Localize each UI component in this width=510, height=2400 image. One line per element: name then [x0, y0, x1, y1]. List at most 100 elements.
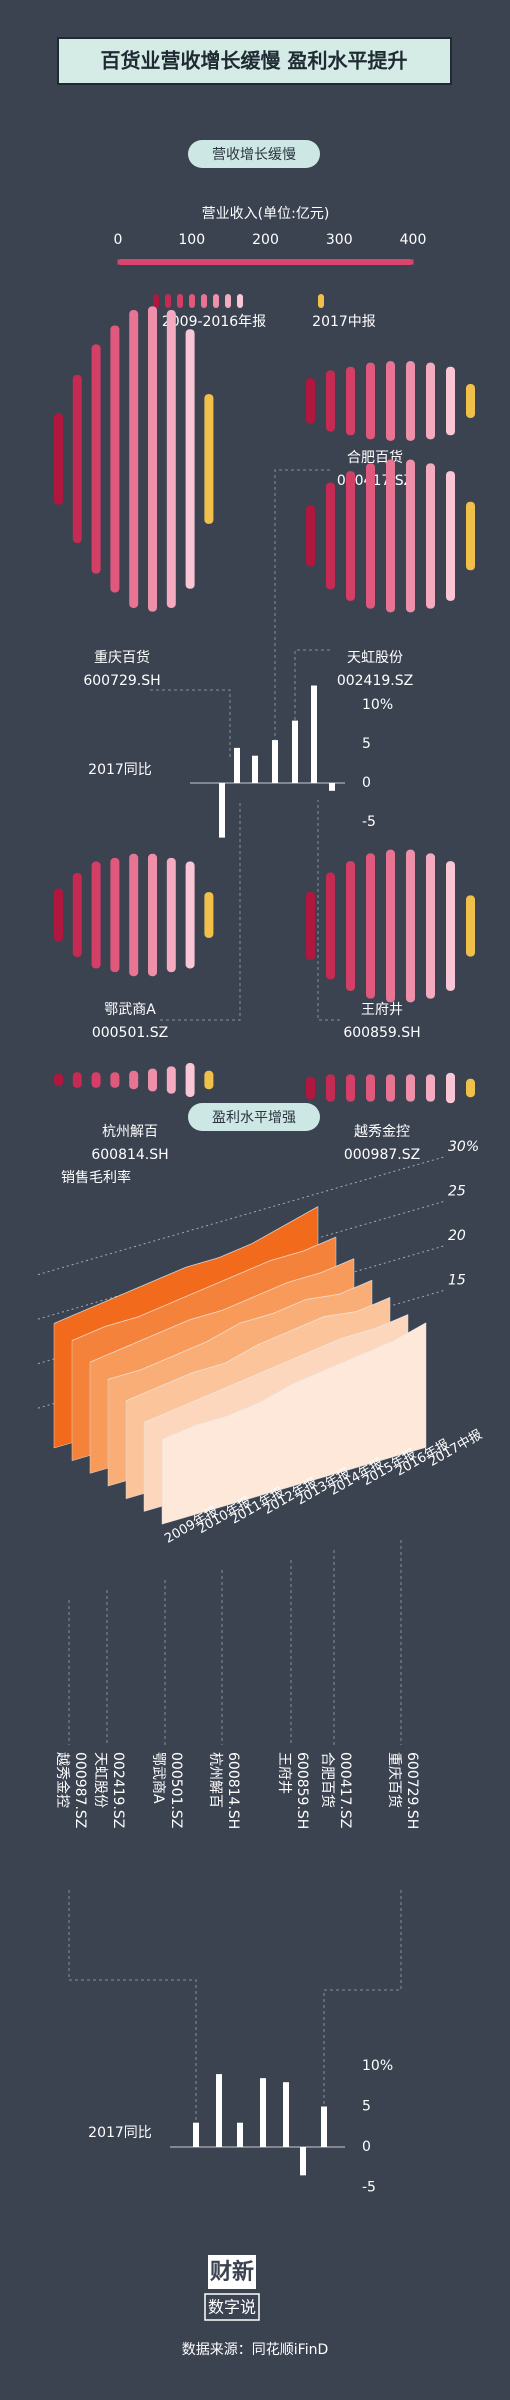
x-tick-label: 100 [178, 232, 205, 248]
bar [110, 325, 120, 593]
bar [326, 1074, 335, 1102]
axis-label: 营业收入(单位:亿元) [202, 206, 330, 222]
x-tick-label: 0 [114, 232, 123, 248]
leader-line [150, 689, 231, 760]
bar [166, 310, 176, 608]
legend-swatch [318, 294, 324, 308]
bar [326, 370, 335, 432]
bar [346, 366, 355, 436]
company-code: 600729.SH [83, 673, 160, 689]
axis-label: 销售毛利率 [61, 1169, 131, 1186]
company-name: 杭州解百 [207, 1752, 223, 1808]
bar [185, 1063, 195, 1097]
company-code: 000417.SZ [337, 1752, 353, 1828]
y-tick-label: 10% [362, 2058, 393, 2074]
bar [426, 1074, 435, 1102]
layer-ridge [161, 1322, 427, 1441]
bar [110, 857, 120, 973]
bar [185, 329, 195, 589]
bar [446, 471, 455, 601]
chart-label: 2017同比 [88, 2125, 152, 2141]
bar [406, 849, 415, 1003]
logo-frame [204, 2293, 260, 2321]
bar [386, 459, 395, 613]
bar [54, 413, 63, 505]
company-code: 002419.SZ [110, 1752, 126, 1828]
y-tick-label: 0 [362, 775, 371, 791]
bar [386, 361, 395, 441]
bar [72, 872, 82, 958]
company-code: 000501.SZ [168, 1752, 184, 1828]
company-name: 重庆百货 [94, 649, 150, 666]
leader-line [274, 469, 330, 760]
y-tick-label: 5 [362, 736, 371, 752]
bar [346, 861, 355, 991]
grid-line [37, 1156, 445, 1276]
bar [91, 344, 101, 574]
bar [148, 306, 157, 612]
layer-ridge [71, 1236, 337, 1342]
bar [234, 747, 240, 783]
layer-ridge [53, 1206, 319, 1324]
bar [466, 1078, 475, 1098]
legend-label: 2017中报 [312, 314, 376, 330]
area-layer [161, 1322, 427, 1525]
y-tick-label: -5 [362, 2180, 376, 2196]
bar [346, 471, 355, 601]
company-name: 杭州解百 [102, 1124, 158, 1140]
y-tick-label: -5 [362, 814, 376, 830]
leader-line [160, 800, 241, 1021]
bar [166, 1066, 176, 1094]
bar [406, 459, 415, 613]
company-code: 002419.SZ [337, 673, 413, 689]
bar [386, 849, 395, 1003]
section-title: 营收增长缓慢 [212, 146, 296, 163]
bar [366, 1074, 375, 1102]
legend-swatch [237, 294, 243, 308]
company-code: 600814.SH [225, 1752, 241, 1829]
company-code: 600729.SH [404, 1752, 420, 1829]
bar [300, 2147, 306, 2176]
bar [306, 891, 315, 961]
bar [216, 2074, 222, 2147]
bar [406, 361, 415, 441]
y-tick-label: 15 [448, 1272, 466, 1288]
bar [204, 892, 214, 938]
bar [193, 2122, 199, 2147]
legend-label: 2009-2016年报 [162, 314, 266, 330]
logo-box [208, 2255, 256, 2289]
legend-swatch [213, 294, 219, 308]
y-tick-label: 30% [448, 1139, 479, 1155]
legend-swatch [177, 294, 183, 308]
bar [72, 1072, 82, 1088]
y-tick-label: 20 [448, 1228, 466, 1244]
y-tick-label: 10% [362, 697, 393, 713]
legend-swatch [189, 294, 195, 308]
x-tick-label: 400 [400, 232, 427, 248]
company-code: 600859.SH [294, 1752, 310, 1829]
x-tick-label: 200 [252, 232, 279, 248]
layer-ridge [107, 1279, 373, 1380]
bar [204, 394, 214, 524]
logo-subtext: 数字说 [208, 2298, 256, 2317]
company-name: 鄂武商A [150, 1752, 166, 1804]
legend-swatch [153, 294, 159, 308]
bar [466, 895, 475, 957]
source: 数据来源：同花顺iFinD [182, 2342, 328, 2358]
bar [426, 853, 435, 999]
bar [306, 505, 315, 567]
bar [366, 853, 375, 999]
y-tick-label: 5 [362, 2099, 371, 2115]
legend-swatch [165, 294, 171, 308]
company-name: 王府井 [276, 1752, 292, 1794]
title: 百货业营收增长缓慢 盈利水平提升 [101, 49, 408, 73]
chart-label: 2017同比 [88, 762, 152, 778]
bar [129, 310, 139, 608]
bar [148, 1068, 157, 1092]
company-name: 合肥百货 [319, 1752, 336, 1808]
bar [72, 374, 82, 544]
bar [306, 1076, 315, 1100]
bar [326, 872, 335, 980]
leader-line [317, 800, 340, 1021]
